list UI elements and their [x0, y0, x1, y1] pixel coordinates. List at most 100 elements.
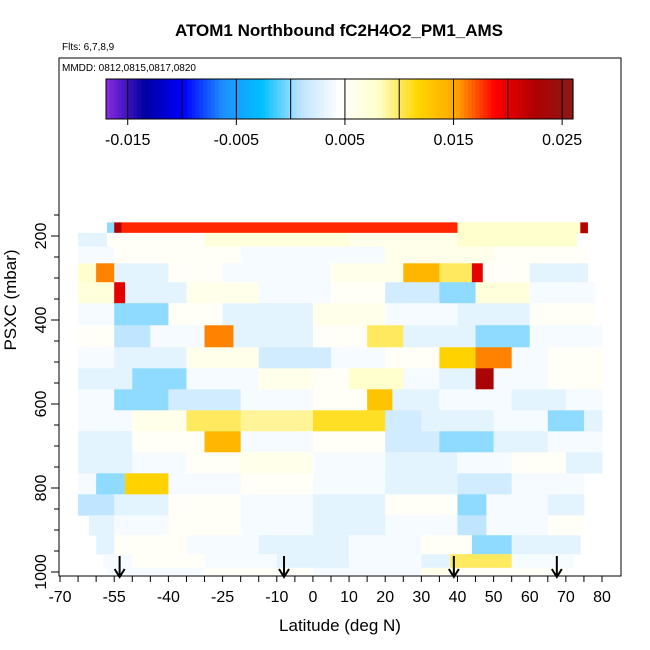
colorbar-tick-label: 0.025: [542, 132, 582, 149]
colorbar-swatch: [452, 79, 457, 119]
colorbar-swatch: [522, 79, 527, 119]
colorbar-swatch: [281, 79, 286, 119]
colorbar-swatch: [152, 79, 158, 119]
heatmap-cell: [114, 535, 187, 555]
heatmap-cell: [106, 222, 115, 234]
heatmap-cell: [471, 263, 484, 283]
colorbar-swatch: [176, 79, 181, 119]
heatmap-cell: [168, 494, 242, 516]
x-tick-label: -55: [103, 589, 126, 606]
heatmap-cell: [276, 554, 350, 569]
colorbar-swatch: [261, 79, 267, 119]
heatmap-cell: [421, 567, 458, 575]
heatmap-cell: [385, 303, 458, 326]
colorbar-swatch: [195, 79, 200, 119]
heatmap-cell: [565, 389, 603, 411]
heatmap-cell: [114, 222, 122, 234]
colorbar-swatch: [483, 79, 488, 119]
y-tick-label: 200: [33, 223, 50, 250]
colorbar-swatch: [421, 79, 426, 119]
colorbar-swatch: [296, 79, 302, 119]
colorbar-swatch: [405, 79, 411, 119]
heatmap-cell: [258, 347, 332, 369]
colorbar-swatch: [238, 79, 243, 119]
heatmap-cell: [240, 431, 314, 453]
heatmap-cell: [493, 368, 549, 390]
colorbar-swatch: [187, 79, 193, 119]
colorbar-swatch: [335, 79, 341, 119]
heatmap-cell: [132, 410, 187, 432]
heatmap-cell: [457, 567, 567, 575]
heatmap-cell: [331, 282, 386, 304]
heatmap-cell: [186, 410, 242, 432]
colorbar-swatch: [226, 79, 232, 119]
x-tick-label: -25: [211, 589, 234, 606]
flight-arrows: [113, 556, 563, 579]
colorbar-swatch: [545, 79, 551, 119]
colorbar-swatch: [409, 79, 415, 119]
heatmap-cell: [403, 325, 476, 348]
colorbar-swatch: [207, 79, 212, 119]
colorbar-swatch: [370, 79, 376, 119]
colorbar-swatch: [164, 79, 169, 119]
x-tick-label: 0: [308, 589, 317, 606]
colorbar-swatch: [113, 79, 119, 119]
heatmap-cell: [457, 303, 531, 326]
heatmap-cell: [312, 452, 386, 474]
heatmap-cell: [511, 389, 567, 411]
heatmap-cell: [511, 473, 585, 495]
heatmap-cell: [421, 535, 473, 555]
colorbar-swatch: [203, 79, 208, 119]
heatmap-cell: [204, 325, 234, 348]
x-tick-label: 10: [340, 589, 358, 606]
heatmap-cell: [204, 232, 350, 247]
flight-arrow-head: [278, 568, 290, 579]
heatmap-cell: [403, 263, 440, 283]
heatmap-cell: [439, 263, 473, 283]
heatmap-cell: [493, 431, 549, 453]
colorbar-swatch: [308, 79, 313, 119]
flight-arrow-head: [113, 568, 126, 579]
heatmap-cell: [78, 232, 108, 247]
colorbar-swatch: [475, 79, 481, 119]
colorbar-swatch: [211, 79, 216, 119]
x-tick-label: 70: [557, 589, 575, 606]
colorbar-swatch: [288, 79, 294, 119]
heatmap-cell: [96, 263, 115, 283]
colorbar-swatch: [526, 79, 531, 119]
colorbar-swatch: [537, 79, 543, 119]
colorbar-swatch: [448, 79, 453, 119]
heatmap-cell: [258, 282, 332, 304]
flights-note: Flts: 6,7,8,9: [62, 42, 115, 53]
colorbar-swatch: [347, 79, 352, 119]
heatmap-cell: [439, 368, 476, 390]
colorbar-swatch: [304, 79, 309, 119]
heatmap-cell: [125, 282, 187, 304]
x-tick-label: -10: [265, 589, 288, 606]
colorbar-swatch: [393, 79, 399, 119]
heatmap-cell: [471, 535, 513, 555]
heatmap-cell: [529, 303, 596, 326]
heatmap-cell: [186, 535, 260, 555]
heatmap-cell: [168, 263, 223, 283]
heatmap-cell: [457, 473, 513, 495]
heatmap-cell: [114, 282, 126, 304]
heatmap-cell: [312, 389, 368, 411]
heatmap-cell: [168, 389, 242, 411]
heatmap-cell: [457, 222, 581, 234]
heatmap-cell: [186, 368, 260, 390]
heatmap-cell: [457, 232, 578, 247]
colorbar-swatch: [257, 79, 263, 119]
colorbar-swatch: [343, 79, 348, 119]
heatmap-cell: [222, 303, 314, 326]
y-tick-label: 400: [33, 307, 50, 334]
colorbar-swatch: [487, 79, 492, 119]
heatmap-cell: [150, 325, 205, 348]
colorbar-tick-label: -0.015: [105, 132, 150, 149]
colorbar-swatch: [366, 79, 372, 119]
heatmap-cell: [114, 494, 169, 516]
colorbar-swatch: [148, 79, 154, 119]
heatmap-cell: [258, 368, 314, 390]
heatmap-cell: [78, 473, 97, 495]
